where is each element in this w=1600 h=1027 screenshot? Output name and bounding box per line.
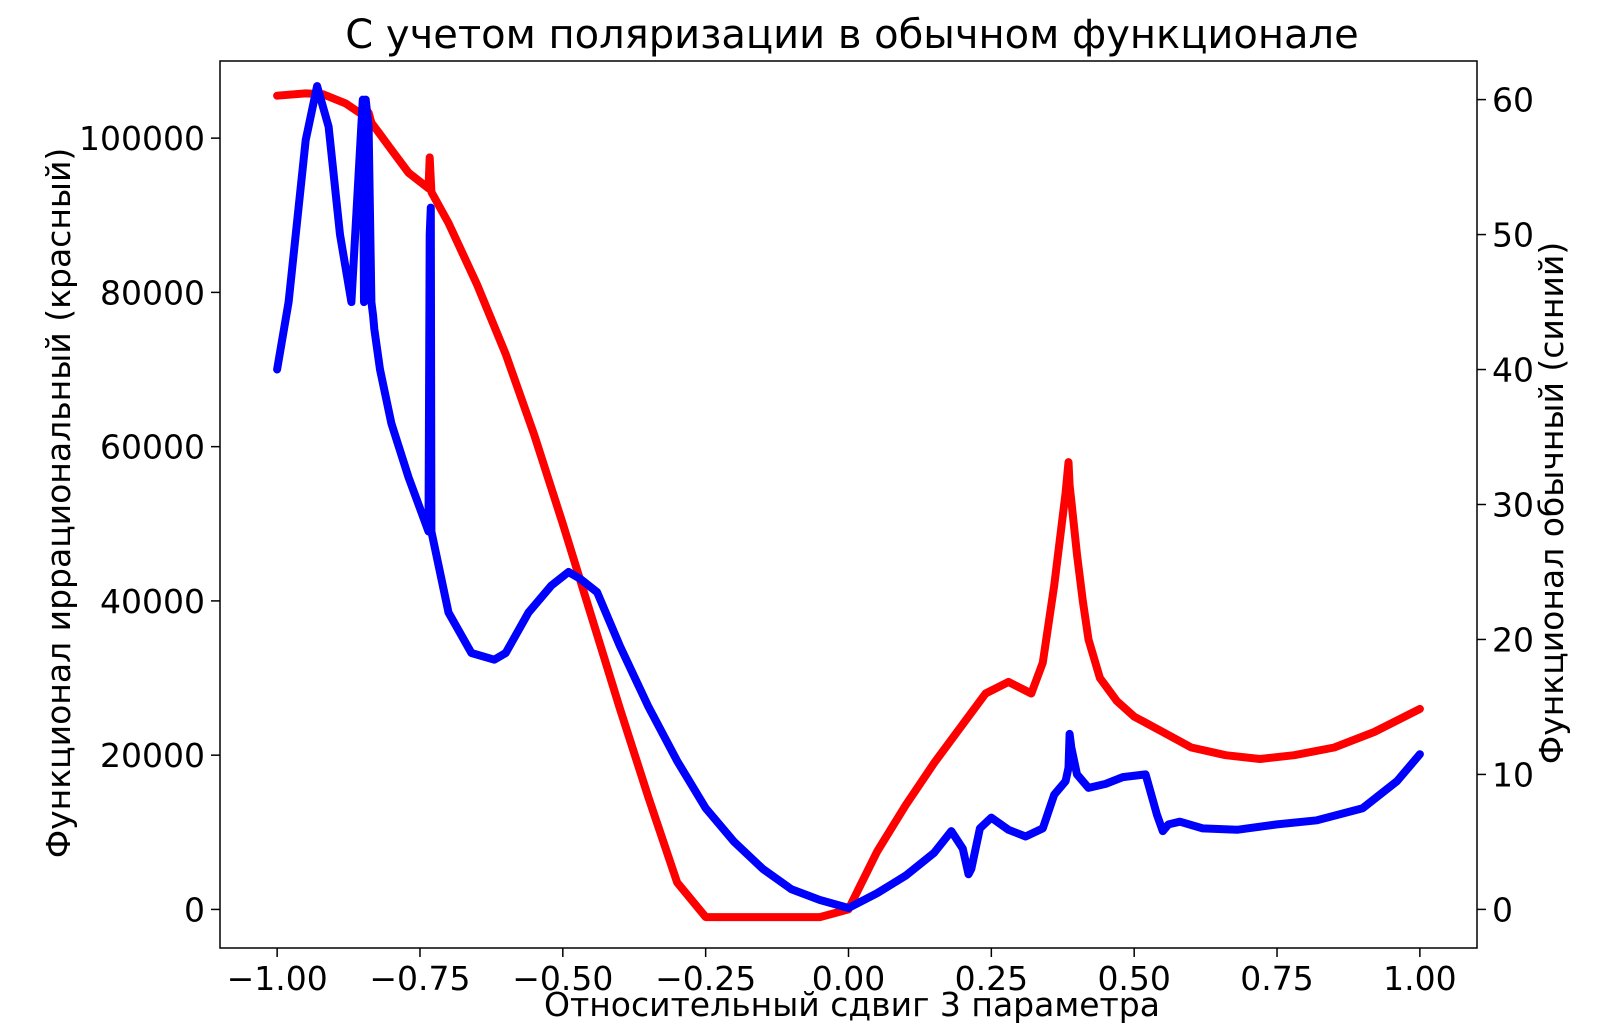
x-tick-label: −0.50 <box>512 959 613 998</box>
y-left-tick-label: 40000 <box>100 582 205 621</box>
y-right-tick-label: 0 <box>1492 890 1513 929</box>
y-right-tick-label: 60 <box>1492 81 1534 120</box>
plot-frame <box>219 60 1478 949</box>
x-tick-label: −0.25 <box>655 959 756 998</box>
y-axis-left: 0 20000 40000 60000 80000 100000 <box>79 119 220 929</box>
y-right-tick-label: 30 <box>1492 486 1534 525</box>
x-tick-label: −0.75 <box>369 959 470 998</box>
y-right-tick-label: 10 <box>1492 755 1534 794</box>
x-axis: −1.00 −0.75 −0.50 −0.25 0.00 0.25 0.50 0.75 1.00 <box>227 948 1457 998</box>
y-left-tick-label: 100000 <box>79 119 205 158</box>
x-tick-label: 1.00 <box>1383 959 1456 998</box>
y-axis-right-label: Функционал обычный (синий) <box>1532 242 1571 764</box>
series-line-red <box>273 89 1424 922</box>
series-line-blue <box>273 82 1424 912</box>
y-right-tick-label: 40 <box>1492 351 1534 390</box>
chart-title: С учетом поляризации в обычном функциона… <box>345 12 1358 58</box>
x-tick-label: −1.00 <box>227 959 328 998</box>
y-right-tick-label: 20 <box>1492 620 1534 659</box>
y-axis-left-label: Функционал иррациональный (красный) <box>39 148 78 859</box>
y-left-tick-label: 80000 <box>100 273 205 312</box>
y-right-tick-label: 50 <box>1492 216 1534 255</box>
y-left-tick-label: 0 <box>184 890 205 929</box>
y-left-tick-label: 20000 <box>100 736 205 775</box>
y-axis-right: 0 10 20 30 40 50 60 <box>1477 81 1534 929</box>
x-tick-label: 0.00 <box>812 959 885 998</box>
x-axis-label: Относительный сдвиг 3 параметра <box>544 985 1160 1024</box>
y-left-tick-label: 60000 <box>100 428 205 467</box>
x-tick-label: 0.25 <box>955 959 1028 998</box>
plot-area <box>219 60 1478 949</box>
x-tick-label: 0.75 <box>1240 959 1313 998</box>
x-tick-label: 0.50 <box>1097 959 1170 998</box>
